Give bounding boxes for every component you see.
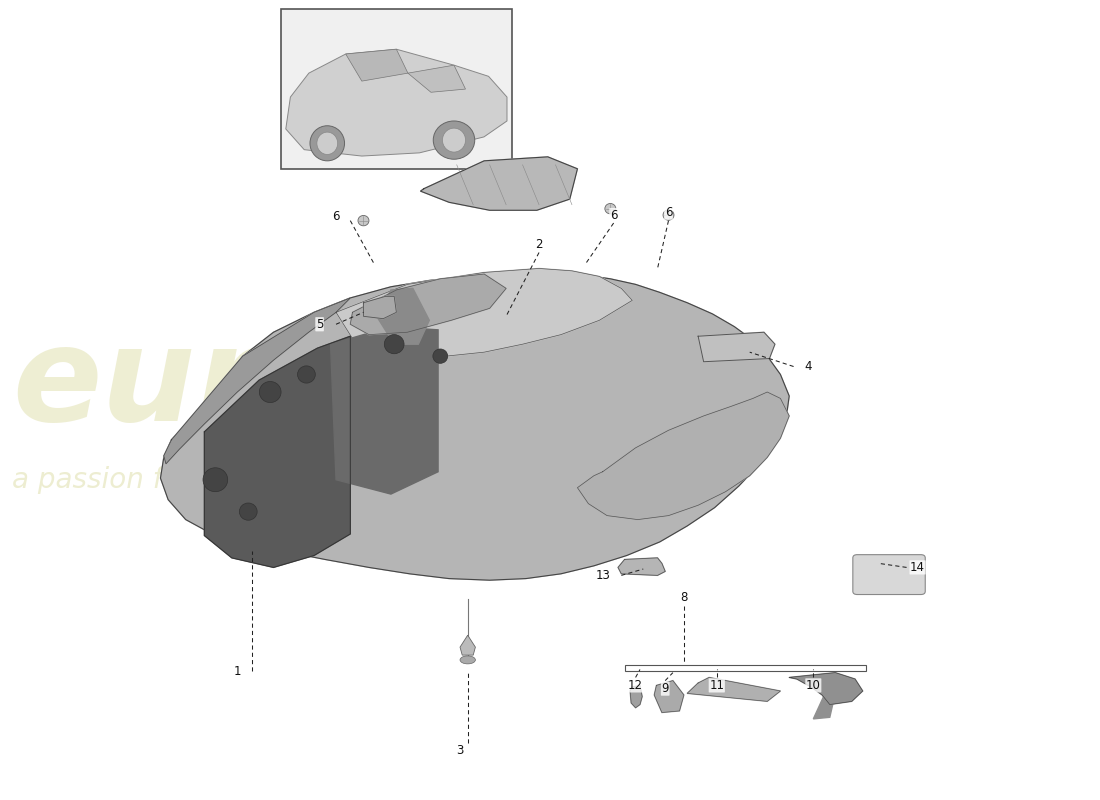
Polygon shape (789, 673, 862, 705)
Text: eurocars: eurocars (12, 321, 662, 447)
Polygon shape (688, 678, 780, 702)
Ellipse shape (240, 503, 257, 520)
Polygon shape (331, 326, 438, 494)
Text: 14: 14 (910, 561, 925, 574)
Ellipse shape (297, 366, 316, 383)
Ellipse shape (460, 656, 475, 664)
Text: 6: 6 (332, 210, 340, 223)
Polygon shape (161, 273, 789, 580)
Text: a passion for motors since 1985: a passion for motors since 1985 (12, 466, 459, 494)
Text: 8: 8 (680, 591, 688, 604)
Text: 6: 6 (664, 206, 672, 219)
Polygon shape (420, 157, 578, 210)
Text: 10: 10 (806, 679, 821, 692)
Ellipse shape (433, 349, 448, 363)
Polygon shape (618, 558, 666, 575)
Polygon shape (654, 681, 684, 713)
Polygon shape (363, 296, 396, 318)
Text: 4: 4 (804, 360, 812, 373)
Text: 2: 2 (536, 238, 542, 251)
Text: 1: 1 (233, 665, 241, 678)
Polygon shape (286, 50, 507, 156)
Text: 3: 3 (456, 744, 464, 758)
Polygon shape (205, 336, 350, 567)
Polygon shape (630, 686, 642, 708)
Ellipse shape (433, 121, 475, 159)
Text: 13: 13 (595, 569, 610, 582)
Polygon shape (350, 274, 506, 334)
Ellipse shape (204, 468, 228, 492)
Text: 5: 5 (316, 318, 323, 330)
Ellipse shape (384, 334, 404, 354)
Polygon shape (460, 635, 475, 655)
Ellipse shape (317, 132, 338, 154)
Polygon shape (578, 392, 789, 519)
Ellipse shape (358, 215, 368, 226)
Polygon shape (408, 65, 465, 92)
Bar (625, 665, 866, 671)
Ellipse shape (260, 382, 282, 402)
Text: 11: 11 (710, 679, 724, 692)
Polygon shape (336, 269, 632, 358)
Polygon shape (376, 288, 429, 344)
Ellipse shape (310, 126, 344, 161)
Ellipse shape (663, 210, 674, 220)
Polygon shape (345, 50, 408, 81)
Polygon shape (164, 298, 350, 464)
Polygon shape (813, 694, 835, 719)
FancyBboxPatch shape (852, 554, 925, 594)
Bar (282, 10, 512, 169)
Text: 6: 6 (609, 209, 617, 222)
Ellipse shape (605, 203, 616, 214)
Ellipse shape (442, 128, 465, 152)
Text: 9: 9 (661, 682, 669, 695)
Polygon shape (698, 332, 774, 362)
Text: 12: 12 (628, 679, 643, 692)
